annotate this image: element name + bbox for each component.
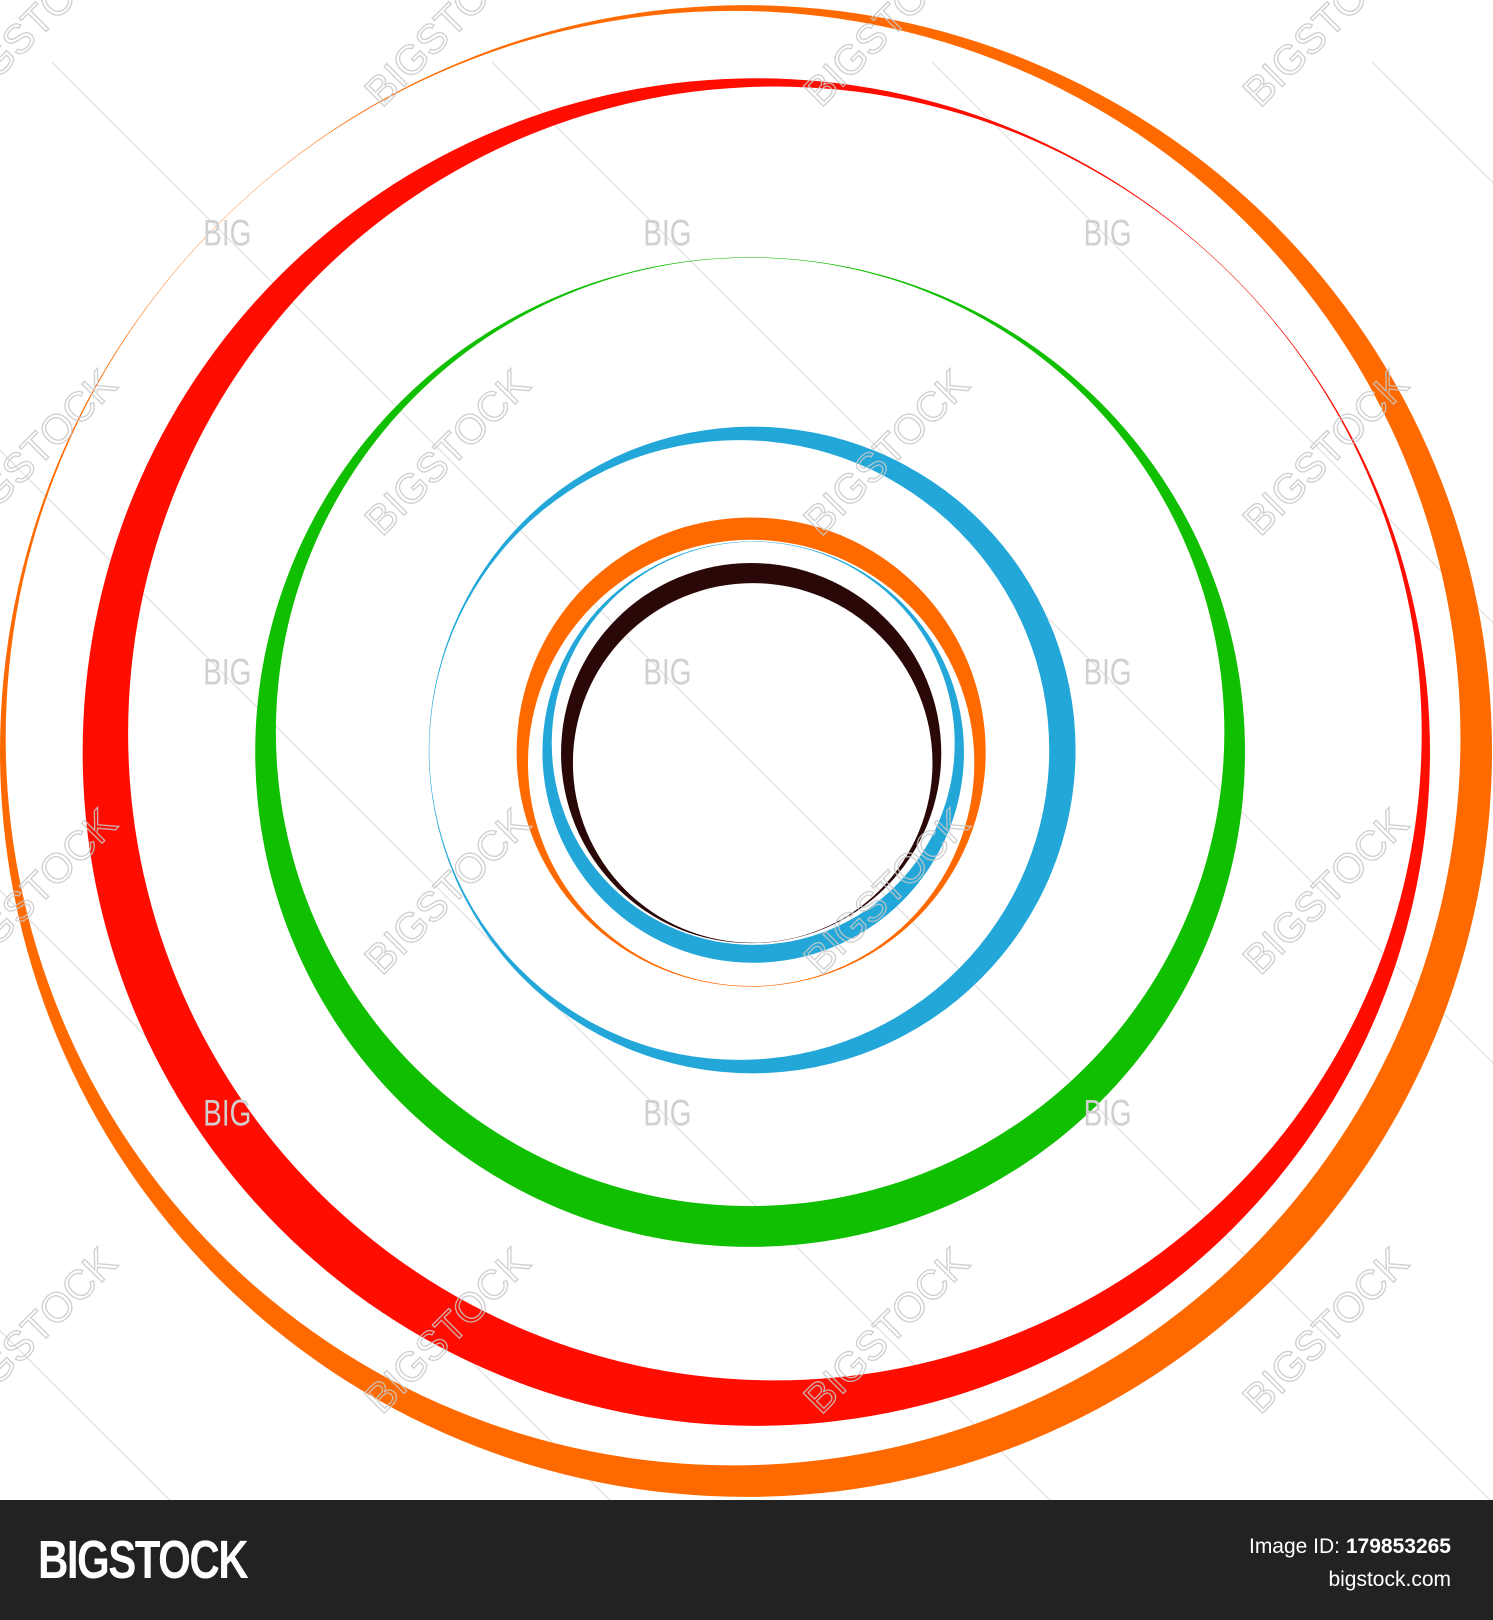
- watermark-big: BIG: [1084, 650, 1132, 692]
- watermark-bigstock: BIGSTOCK: [1234, 361, 1417, 544]
- watermark-big: BIG: [1084, 1092, 1132, 1134]
- watermark-line: [931, 61, 1493, 624]
- image-id-line: Image ID: 179853265: [1249, 1530, 1451, 1563]
- watermark-line: [491, 61, 1493, 1064]
- watermark-bigstock: BIGSTOCK: [795, 800, 978, 983]
- watermark-bigstock: BIGSTOCK: [356, 0, 539, 115]
- watermark-lines: [0, 61, 1493, 1500]
- watermark-big: BIG: [643, 211, 691, 253]
- footer-bar: BIGSTOCK Image ID: 179853265 bigstock.co…: [0, 1500, 1493, 1620]
- watermark-bigstock: BIGSTOCK: [356, 800, 539, 983]
- image-id-value: 179853265: [1345, 1535, 1451, 1558]
- bigstock-logo: BIGSTOCK: [38, 1530, 249, 1590]
- watermark-big: BIG: [203, 650, 251, 692]
- watermark-bigstock: BIGSTOCK: [1234, 0, 1417, 115]
- image-id-label: Image ID:: [1248, 1535, 1341, 1558]
- watermark-bigstock: BIGSTOCK: [0, 0, 126, 115]
- site-link[interactable]: bigstock.com: [1328, 1568, 1451, 1591]
- image-meta: Image ID: 179853265 bigstock.com: [1249, 1530, 1451, 1596]
- watermark-bigstock: BIGSTOCK: [0, 1239, 126, 1422]
- watermark-big: BIG: [643, 650, 691, 692]
- watermark-big: BIG: [203, 1092, 251, 1134]
- watermark-big: BIG: [1084, 211, 1132, 253]
- concentric-rings-artwork: BIGSTOCK BIGSTOCK BIGSTOCK BIGSTOCK BIGSTOCK…: [0, 0, 1493, 1500]
- watermark-big: BIG: [643, 1092, 691, 1134]
- watermark-bigstock: BIGSTOCK: [795, 0, 978, 115]
- watermark-line: [0, 449, 1051, 1500]
- watermark-bigstock: BIGSTOCK: [356, 361, 539, 544]
- watermark-big: BIG: [203, 211, 251, 253]
- watermark-bigstock: BIGSTOCK: [0, 361, 126, 544]
- inner-orange-ring: [516, 517, 986, 987]
